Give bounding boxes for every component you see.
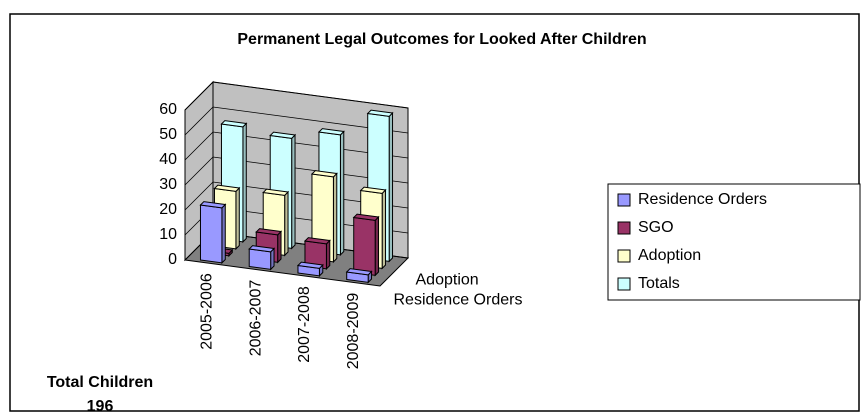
bar-side <box>339 130 345 257</box>
grid-line <box>184 81 409 111</box>
bar-front <box>199 204 223 264</box>
bar-side <box>381 188 387 270</box>
y-tick-label: 60 <box>159 101 177 118</box>
legend-swatch <box>617 221 631 235</box>
bar-top <box>303 237 331 245</box>
bar-side <box>242 122 247 244</box>
bar-top <box>366 109 394 117</box>
y-tick-label: 20 <box>159 201 177 218</box>
bar-side <box>291 133 296 250</box>
bar-top <box>262 188 290 196</box>
footer-label: Total Children <box>47 374 153 391</box>
bar-top <box>359 186 387 194</box>
bar-top <box>255 228 283 236</box>
bar-top <box>269 131 297 139</box>
depth-label: Residence Orders <box>394 292 523 309</box>
bar-side <box>277 230 282 264</box>
bar-top <box>213 184 241 192</box>
bar-side <box>325 239 331 271</box>
x-tick-label: 2005-2006 <box>199 273 216 350</box>
bar-side <box>374 215 380 277</box>
bar-top <box>352 213 380 221</box>
x-tick-label: 2006-2007 <box>247 280 264 357</box>
legend-label: SGO <box>638 219 674 236</box>
bar-side <box>388 111 394 263</box>
legend-label: Totals <box>638 275 680 292</box>
x-tick-label: 2008-2009 <box>345 293 362 370</box>
bar-top <box>248 245 276 253</box>
bar-top <box>296 261 324 269</box>
legend-label: Residence Orders <box>638 191 767 208</box>
legend-swatch <box>617 277 631 291</box>
bar-top <box>199 201 227 209</box>
x-tick-label: 2007-2008 <box>296 286 313 363</box>
grid-line <box>184 106 409 136</box>
legend-label: Adoption <box>638 247 701 264</box>
bar-top <box>345 268 373 276</box>
legend-swatch <box>617 249 631 263</box>
bar-top <box>310 170 338 178</box>
y-tick-label: 50 <box>159 126 177 143</box>
bar-front <box>353 216 376 276</box>
bar-side <box>332 172 338 264</box>
chart-title: Permanent Legal Outcomes for Looked Afte… <box>237 31 646 48</box>
y-tick-label: 40 <box>159 151 177 168</box>
depth-label: Adoption <box>416 272 479 289</box>
y-tick-label: 30 <box>159 176 177 193</box>
y-tick-label: 0 <box>168 251 177 268</box>
y-tick-label: 10 <box>159 226 177 243</box>
legend <box>607 183 861 301</box>
bar-side <box>284 190 289 257</box>
footer-value: 196 <box>87 398 114 415</box>
bar-top <box>317 128 345 136</box>
bar-side <box>221 203 226 265</box>
legend-swatch <box>617 193 631 207</box>
bar-top <box>220 120 248 128</box>
bar-side <box>235 186 240 251</box>
bar-front <box>248 248 272 270</box>
